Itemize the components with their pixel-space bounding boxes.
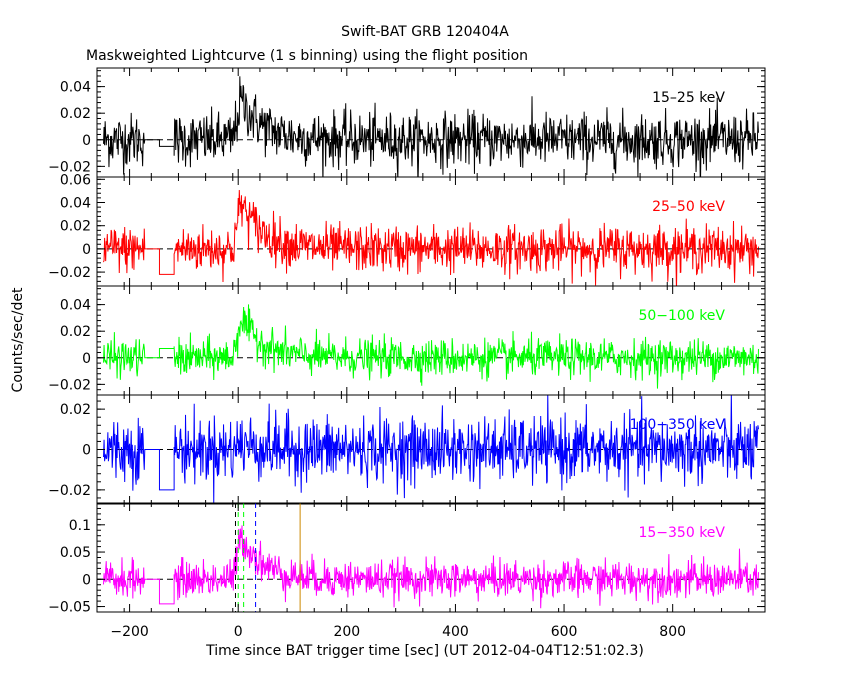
panel-frame: [96, 285, 766, 396]
panel-frame: [96, 502, 766, 613]
y-tick-label: 0.06: [60, 172, 91, 188]
y-tick-label: 0.02: [60, 219, 91, 235]
y-tick-label: −0.02: [48, 483, 91, 499]
y-tick-label: 0: [82, 242, 91, 258]
lightcurve-series: [103, 304, 759, 389]
y-tick-label: −0.02: [48, 377, 91, 393]
y-tick-label: 0.1: [69, 518, 91, 534]
panel-3: −0.02 0 0.02 0.04 50−100 keV: [48, 285, 766, 396]
y-tick-label: 0: [82, 443, 91, 459]
x-tick-label: 400: [442, 624, 469, 640]
x-tick-label: −200: [110, 624, 148, 640]
panel-1: −0.02 0 0.02 0.04 15–25 keV: [48, 67, 766, 178]
band-label: 15–25 keV: [652, 90, 725, 106]
lightcurve-series: [103, 76, 759, 177]
y-tick-label: 0.02: [60, 402, 91, 418]
y-tick-label: 0.04: [60, 80, 91, 96]
y-tick-label: −0.05: [48, 600, 91, 616]
y-tick-label: 0.02: [60, 106, 91, 122]
panel-frame: [96, 176, 766, 287]
figure-subtitle: Maskweighted Lightcurve (1 s binning) us…: [86, 48, 528, 64]
band-label: 50−100 keV: [638, 308, 725, 324]
y-tick-label: −0.02: [48, 265, 91, 281]
x-tick-label: 0: [234, 624, 243, 640]
lightcurve-series: [103, 190, 759, 286]
x-axis: −200 0 200 400 600 800: [110, 624, 686, 640]
y-tick-label: 0: [82, 351, 91, 367]
panels: −0.02 0 0.02 0.04 15–25 keV −0.02 0 0.02 0.04 0.0…: [48, 67, 766, 616]
y-tick-label: 0: [82, 572, 91, 588]
figure-title: Swift-BAT GRB 120404A: [341, 24, 509, 40]
x-tick-label: 800: [659, 624, 686, 640]
y-tick-label: −0.02: [48, 159, 91, 175]
band-label: 25–50 keV: [652, 199, 725, 215]
x-axis-label: Time since BAT trigger time [sec] (UT 20…: [205, 643, 644, 659]
panel-5: −0.05 0 0.05 0.1 15−350 keV: [48, 502, 766, 616]
panel-2: −0.02 0 0.02 0.04 0.06 25–50 keV: [48, 172, 766, 287]
panel-4: −0.02 0 0.02 100−350 keV: [48, 394, 766, 505]
band-label: 15−350 keV: [638, 525, 725, 541]
lightcurve-series: [103, 395, 759, 504]
y-tick-label: 0.04: [60, 196, 91, 212]
band-label: 100−350 keV: [630, 417, 726, 433]
y-axis-label: Counts/sec/det: [10, 287, 26, 392]
x-tick-label: 200: [333, 624, 360, 640]
y-tick-label: 0: [82, 133, 91, 149]
y-tick-label: 0.05: [60, 545, 91, 561]
y-tick-label: 0.04: [60, 298, 91, 314]
x-tick-label: 600: [551, 624, 578, 640]
y-tick-label: 0.02: [60, 324, 91, 340]
